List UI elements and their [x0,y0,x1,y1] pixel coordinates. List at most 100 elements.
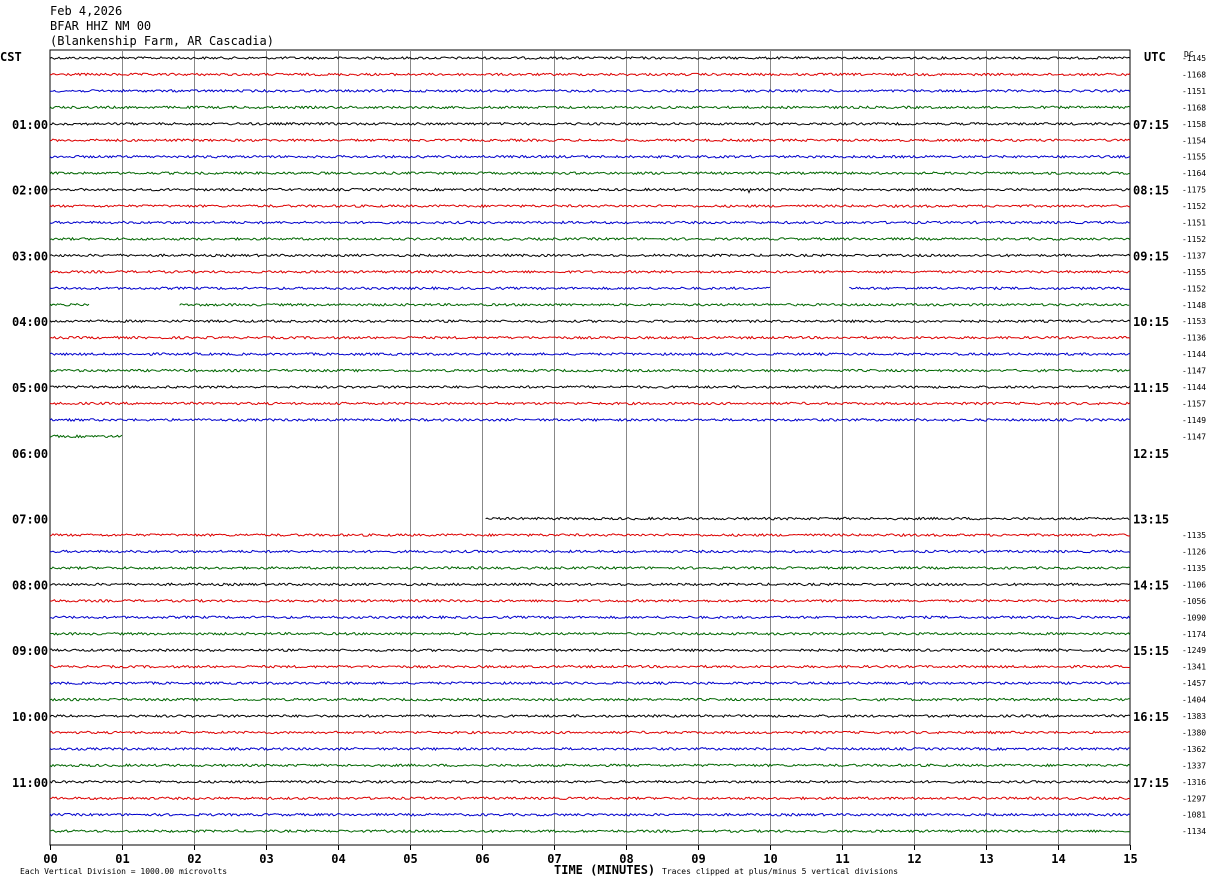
seismic-trace [49,171,1131,176]
dc-offset-label: -1152 [1182,235,1206,244]
seismic-trace [50,664,1130,669]
dc-label: DC [1184,50,1194,59]
dc-offset-label: -1135 [1182,531,1206,540]
dc-offset-label: -1147 [1182,432,1206,441]
seismic-trace [49,253,1131,258]
dc-offset-label: -1144 [1182,350,1206,359]
seismic-trace [49,812,1131,817]
dc-offset-label: -1155 [1182,153,1206,162]
seismic-trace [49,730,1131,735]
hour-label-right: 09:15 [1133,249,1169,263]
seismic-trace [49,796,1131,801]
hour-label-right: 10:15 [1133,315,1169,329]
hour-label-right: 12:15 [1133,447,1169,461]
x-tick-label: 02 [187,852,201,866]
seismic-trace [49,829,1131,834]
dc-offset-label: -1337 [1182,761,1206,770]
dc-offset-label: -1249 [1182,646,1206,655]
dc-offset-label: -1147 [1182,367,1206,376]
dc-offset-label: -1175 [1182,186,1206,195]
dc-offset-label: -1148 [1182,301,1206,310]
dc-offset-label: -1151 [1182,219,1206,228]
x-tick-label: 11 [835,852,849,866]
x-tick-label: 09 [691,852,705,866]
seismic-trace [50,88,1131,93]
x-tick-label: 00 [43,852,57,866]
x-tick-label: 10 [763,852,777,866]
seismic-trace [49,286,771,291]
x-tick-label: 04 [331,852,345,866]
hour-label-right: 15:15 [1133,644,1169,658]
dc-offset-label: -1362 [1182,745,1206,754]
x-tick-label: 13 [979,852,993,866]
seismic-trace [49,648,1131,653]
hour-label-left: 10:00 [12,710,48,724]
x-tick-label: 12 [907,852,921,866]
seismic-trace [49,598,1131,603]
seismic-trace [49,401,1131,406]
x-tick-label: 08 [619,852,633,866]
header-date: Feb 4,2026 [50,4,123,18]
dc-offset-label: -1155 [1182,268,1206,277]
seismic-trace [49,565,1131,570]
dc-offset-label: -1152 [1182,284,1206,293]
seismic-trace [49,763,1131,768]
hour-label-left: 08:00 [12,578,48,592]
dc-offset-label: -1154 [1182,136,1206,145]
hour-label-left: 09:00 [12,644,48,658]
seismic-trace [49,269,1131,274]
dc-offset-label: -1457 [1182,679,1206,688]
dc-offset-label: -1153 [1182,317,1206,326]
seismic-trace [49,203,1131,209]
scale-note: Each Vertical Division = 1000.00 microvo… [20,867,228,876]
dc-offset-label: -1164 [1182,169,1206,178]
seismic-trace [49,417,1131,422]
dc-offset-label: -1297 [1182,794,1206,803]
seismic-trace [50,549,1131,554]
dc-offset-label: -1341 [1182,663,1206,672]
seismic-trace [49,236,1131,241]
seismic-trace [50,385,1131,389]
seismic-trace [49,55,1131,60]
dc-offset-label: -1106 [1182,580,1206,589]
x-tick-label: 05 [403,852,417,866]
seismic-trace [49,121,1131,126]
dc-offset-label: -1056 [1182,597,1206,606]
clip-note: Traces clipped at plus/minus 5 vertical … [662,867,899,876]
hour-label-right: 14:15 [1133,578,1169,592]
seismic-trace [49,352,1131,357]
hour-label-left: 05:00 [12,381,48,395]
dc-offset-label: -1081 [1182,811,1206,820]
hour-label-right: 17:15 [1133,776,1169,790]
hour-label-left: 07:00 [12,513,48,527]
hour-label-right: 16:15 [1133,710,1169,724]
seismic-trace [49,335,1131,340]
x-tick-label: 03 [259,852,273,866]
x-tick-label: 15 [1123,852,1137,866]
hour-label-left: 01:00 [12,118,48,132]
dc-offset-label: -1144 [1182,383,1206,392]
seismic-trace [49,697,1131,702]
dc-offset-label: -1152 [1182,202,1206,211]
dc-offset-label: -1383 [1182,712,1206,721]
dc-offset-label: -1168 [1182,70,1206,79]
dc-offset-label: -1404 [1182,696,1206,705]
dc-offset-label: -1090 [1182,613,1206,622]
dc-offset-label: -1174 [1182,630,1206,639]
right-zone-label: UTC [1144,50,1166,64]
seismic-trace [49,220,1131,225]
seismic-trace [49,187,1131,194]
seismic-trace [49,138,1131,143]
hour-label-left: 06:00 [12,447,48,461]
seismic-trace [49,302,90,307]
seismic-trace [49,746,1130,751]
seismic-trace [49,72,1131,77]
seismic-trace [49,434,123,439]
hour-label-left: 11:00 [12,776,48,790]
dc-offset-label: -1157 [1182,399,1206,408]
x-axis-title: TIME (MINUTES) [554,863,656,877]
header-location: (Blankenship Farm, AR Cascadia) [50,34,274,48]
seismic-trace [49,582,1131,587]
seismic-trace [49,631,1131,636]
dc-offset-label: -1134 [1182,827,1206,836]
